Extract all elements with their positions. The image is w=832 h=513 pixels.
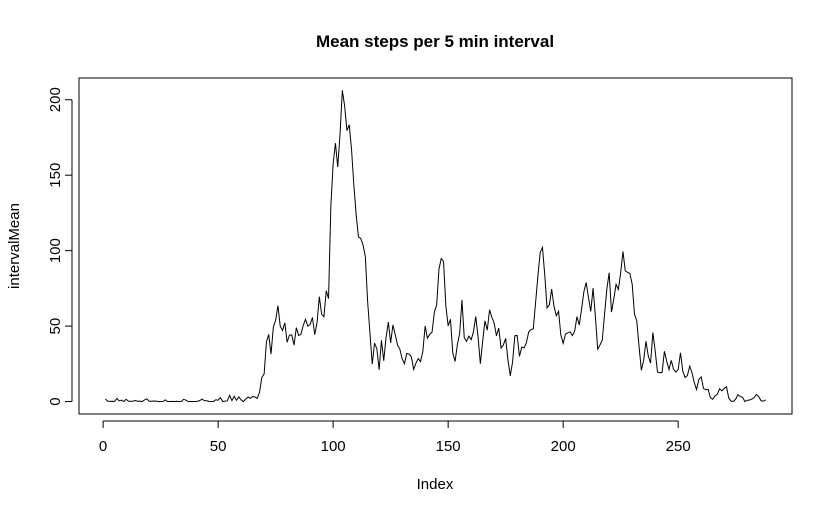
data-line [105, 90, 766, 403]
y-tick-label: 0 [47, 397, 64, 405]
x-tick-label: 250 [666, 438, 691, 455]
x-tick-label: 0 [99, 438, 107, 455]
x-tick-label: 150 [436, 438, 461, 455]
chart-title: Mean steps per 5 min interval [316, 32, 554, 51]
x-tick-label: 200 [551, 438, 576, 455]
y-tick-label: 50 [47, 318, 64, 335]
x-tick-label: 100 [321, 438, 346, 455]
y-tick-label: 100 [47, 238, 64, 263]
y-axis-label: intervalMean [6, 203, 23, 289]
x-axis-label: Index [417, 476, 454, 493]
x-tick-label: 50 [210, 438, 227, 455]
y-tick-label: 150 [47, 163, 64, 188]
y-tick-label: 200 [47, 87, 64, 112]
plot-frame [78, 77, 793, 415]
